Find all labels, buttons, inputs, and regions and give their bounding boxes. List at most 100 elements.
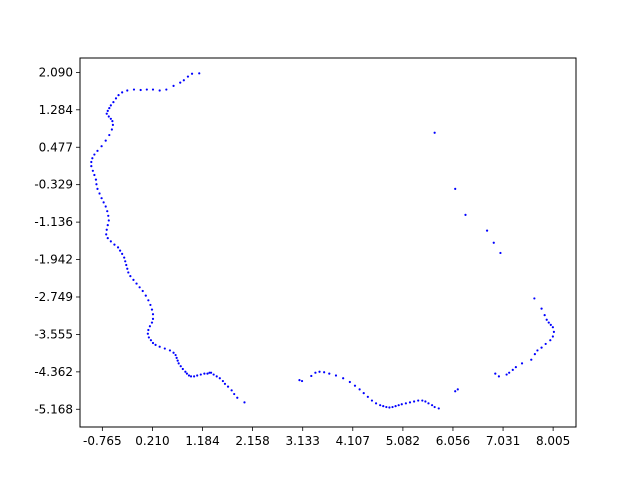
data-point <box>91 169 94 172</box>
data-point <box>135 282 138 285</box>
data-point <box>209 371 213 374</box>
data-point <box>106 210 109 213</box>
data-point <box>391 405 394 409</box>
data-point <box>508 371 511 374</box>
data-point <box>400 403 403 406</box>
data-point <box>165 88 168 91</box>
data-point <box>310 374 313 378</box>
data-point <box>146 332 149 335</box>
data-point <box>314 371 317 374</box>
data-point <box>121 91 124 94</box>
data-point <box>132 278 135 281</box>
data-point <box>540 307 543 310</box>
data-point <box>168 349 172 352</box>
data-point <box>298 379 301 382</box>
data-point <box>104 205 107 208</box>
data-point <box>394 405 397 408</box>
data-point <box>96 187 99 190</box>
data-point <box>124 260 127 263</box>
data-point <box>221 379 224 383</box>
data-point <box>536 349 539 352</box>
data-point <box>118 249 122 252</box>
data-point <box>181 367 184 371</box>
data-point <box>158 345 161 348</box>
data-point <box>199 373 202 376</box>
x-tick-label: 8.005 <box>536 434 570 448</box>
data-point <box>163 347 166 350</box>
data-point <box>494 372 497 375</box>
data-point <box>514 366 517 369</box>
data-point <box>96 149 99 152</box>
data-point <box>174 353 177 357</box>
data-point <box>233 392 236 396</box>
data-point <box>186 75 190 78</box>
data-point <box>179 365 182 368</box>
data-point <box>198 72 201 75</box>
data-point <box>107 219 110 222</box>
data-point <box>110 128 113 131</box>
y-tick-label: -1.136 <box>34 215 73 229</box>
data-point <box>430 404 434 407</box>
data-point <box>177 362 180 365</box>
data-point <box>151 317 155 320</box>
data-point <box>342 377 345 380</box>
data-point <box>127 271 130 274</box>
data-point <box>388 406 391 409</box>
data-point <box>107 115 110 118</box>
x-tick-label: 5.082 <box>386 434 420 448</box>
data-point <box>154 343 157 346</box>
data-point <box>492 241 495 244</box>
data-point <box>374 402 378 405</box>
data-point <box>158 89 161 92</box>
data-point <box>433 131 436 134</box>
data-point <box>212 373 215 376</box>
data-point <box>552 330 556 333</box>
x-tick-label: 3.133 <box>286 434 320 448</box>
data-point <box>144 294 147 297</box>
data-point <box>203 372 206 375</box>
data-point <box>148 325 151 328</box>
data-point <box>520 362 524 365</box>
x-tick-label: 0.210 <box>135 434 169 448</box>
y-tick-label: -0.329 <box>34 178 73 192</box>
data-point <box>353 384 357 387</box>
data-point <box>151 341 155 345</box>
data-point <box>543 314 546 317</box>
plot-area-frame <box>79 57 577 428</box>
data-point <box>187 374 191 377</box>
data-point <box>300 379 304 383</box>
data-point <box>114 97 118 100</box>
data-point <box>106 236 109 240</box>
data-point <box>427 402 430 405</box>
y-tick-label: -1.942 <box>34 253 73 267</box>
data-point <box>91 157 94 160</box>
data-point <box>121 252 124 255</box>
data-point <box>193 375 196 378</box>
data-point <box>196 374 199 377</box>
x-tick-label: 6.056 <box>436 434 470 448</box>
y-tick-label: -2.749 <box>34 290 73 304</box>
y-tick-label: 2.090 <box>39 65 73 79</box>
data-point <box>348 380 351 384</box>
data-point <box>90 160 93 164</box>
data-point <box>497 375 500 378</box>
data-point <box>223 382 227 385</box>
data-point <box>106 109 109 113</box>
data-point <box>109 104 112 107</box>
data-point <box>111 120 114 123</box>
data-point <box>318 370 321 373</box>
data-point <box>433 405 436 409</box>
data-point <box>549 323 552 326</box>
data-point <box>408 401 412 404</box>
data-point <box>417 399 420 402</box>
data-point <box>549 339 552 342</box>
data-point <box>485 229 489 232</box>
data-point <box>533 353 536 356</box>
data-point <box>243 401 246 404</box>
data-point <box>456 388 459 391</box>
data-point <box>95 183 98 186</box>
data-point <box>547 321 550 324</box>
data-point <box>215 375 218 378</box>
data-point <box>190 72 194 75</box>
